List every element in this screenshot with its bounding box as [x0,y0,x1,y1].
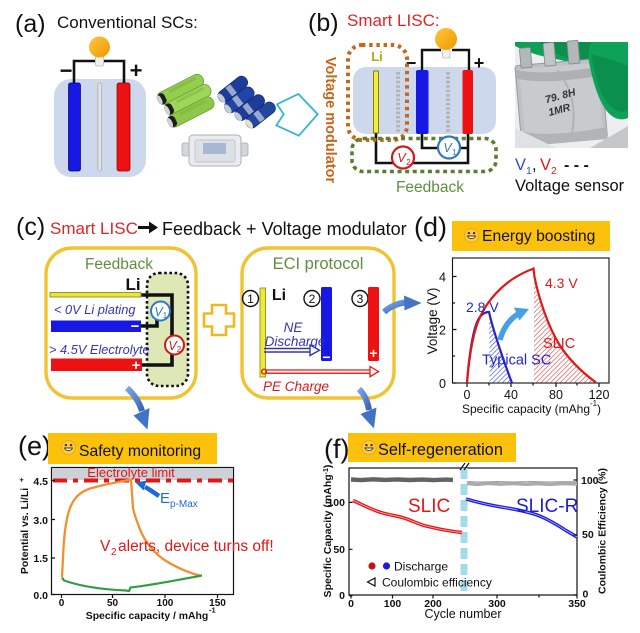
svg-text:100: 100 [384,598,402,610]
svg-text:100: 100 [581,475,599,487]
svg-text:0: 0 [583,589,589,601]
svg-text:50: 50 [582,529,594,541]
svg-text:Specific capacity (mAhg: Specific capacity (mAhg [462,402,590,416]
svg-text:> 4.5V Electrolyte: > 4.5V Electrolyte [49,342,150,357]
svg-text:1: 1 [247,292,254,306]
svg-text:V: V [154,305,164,319]
svg-text:Typical SC: Typical SC [482,353,551,369]
svg-text:Coulombic efficiency: Coulombic efficiency [382,576,492,590]
svg-text:350: 350 [568,598,586,610]
svg-text:0: 0 [339,590,345,602]
svg-text:2: 2 [177,345,182,354]
svg-text:80: 80 [549,388,563,402]
svg-text:1.5: 1.5 [33,553,48,565]
svg-text:2: 2 [111,547,117,558]
svg-text:): ) [597,402,601,416]
svg-text:+: + [474,53,485,73]
svg-text:Discharge: Discharge [394,560,448,574]
svg-text:0: 0 [348,598,354,610]
svg-text:300: 300 [488,598,506,610]
svg-text:,: , [532,156,537,174]
svg-text:NE: NE [284,320,304,335]
svg-text:0.0: 0.0 [33,590,48,602]
svg-text:+: + [369,345,377,361]
svg-text:V: V [515,156,526,174]
svg-text:Specific Capacity (mAhg-1): Specific Capacity (mAhg-1) [322,465,334,598]
svg-text:Li: Li [272,287,286,304]
svg-text:ECI protocol: ECI protocol [273,255,364,273]
svg-text:+: + [17,477,26,482]
svg-text:V: V [443,141,453,155]
svg-text:SLIC: SLIC [408,496,450,517]
svg-text:4.3 V: 4.3 V [545,275,578,291]
svg-text:Discharge: Discharge [265,334,326,349]
svg-text:p-Max: p-Max [170,499,198,510]
svg-text:3: 3 [357,292,364,306]
svg-text:150: 150 [209,598,226,609]
svg-text:-1: -1 [590,399,598,408]
svg-text:V: V [540,156,551,174]
svg-text:+: + [132,357,141,374]
svg-text:200: 200 [424,598,442,610]
svg-text:2: 2 [406,158,411,167]
svg-text:SLIC-R: SLIC-R [516,496,578,517]
svg-text:2: 2 [439,324,446,338]
svg-text:Coulombic Efficiency (%): Coulombic Efficiency (%) [597,468,609,594]
svg-text:100: 100 [327,497,345,509]
svg-text:−: − [60,58,73,83]
svg-text:1: 1 [163,311,168,320]
svg-text:40: 40 [504,388,518,402]
svg-text:Cycle number: Cycle number [424,607,501,621]
svg-text:Potential vs. Li/Li: Potential vs. Li/Li [19,488,31,574]
svg-text:0: 0 [59,598,65,609]
svg-text:2: 2 [309,292,316,306]
svg-text:2.8 V: 2.8 V [466,299,499,315]
svg-text:V: V [100,538,111,555]
svg-text:−: − [406,53,417,73]
svg-text:Specific capacity / mAhg: Specific capacity / mAhg [86,611,208,622]
svg-text:4.5: 4.5 [33,476,48,488]
svg-text:Voltage modulator: Voltage modulator [322,57,338,184]
svg-text:+: + [130,58,143,83]
svg-text:3.0: 3.0 [33,515,48,527]
svg-text:2: 2 [551,165,557,177]
svg-text:alerts, device turns off!: alerts, device turns off! [118,538,274,555]
svg-text:< 0V Li plating: < 0V Li plating [54,302,135,317]
svg-text:PE Charge: PE Charge [263,379,329,394]
svg-text:1: 1 [526,165,532,177]
svg-text:−: − [131,318,140,335]
svg-text:4: 4 [439,271,446,285]
svg-text:-1: -1 [209,606,216,615]
svg-text:Feedback: Feedback [396,179,464,196]
svg-text:Voltage (V): Voltage (V) [425,288,440,355]
svg-text:E: E [160,490,170,507]
svg-text:Li: Li [371,49,383,64]
svg-text:SLIC: SLIC [543,336,575,352]
svg-text:Voltage sensor: Voltage sensor [515,177,625,195]
svg-text:50: 50 [333,544,345,556]
svg-text:Electrolyte limit: Electrolyte limit [87,465,175,480]
svg-text:0: 0 [464,388,471,402]
svg-text:50: 50 [107,598,119,609]
svg-text:100: 100 [157,598,174,609]
svg-text:V: V [168,339,178,353]
svg-text:Feedback: Feedback [85,256,153,273]
svg-text:- - -: - - - [564,157,589,174]
svg-text:0: 0 [439,377,446,391]
svg-text:V: V [397,151,407,165]
svg-text:−: − [322,349,330,365]
svg-text:1: 1 [452,148,457,157]
svg-text:1MR: 1MR [547,101,572,118]
svg-text:120: 120 [589,388,610,402]
svg-text:Li: Li [125,275,140,294]
